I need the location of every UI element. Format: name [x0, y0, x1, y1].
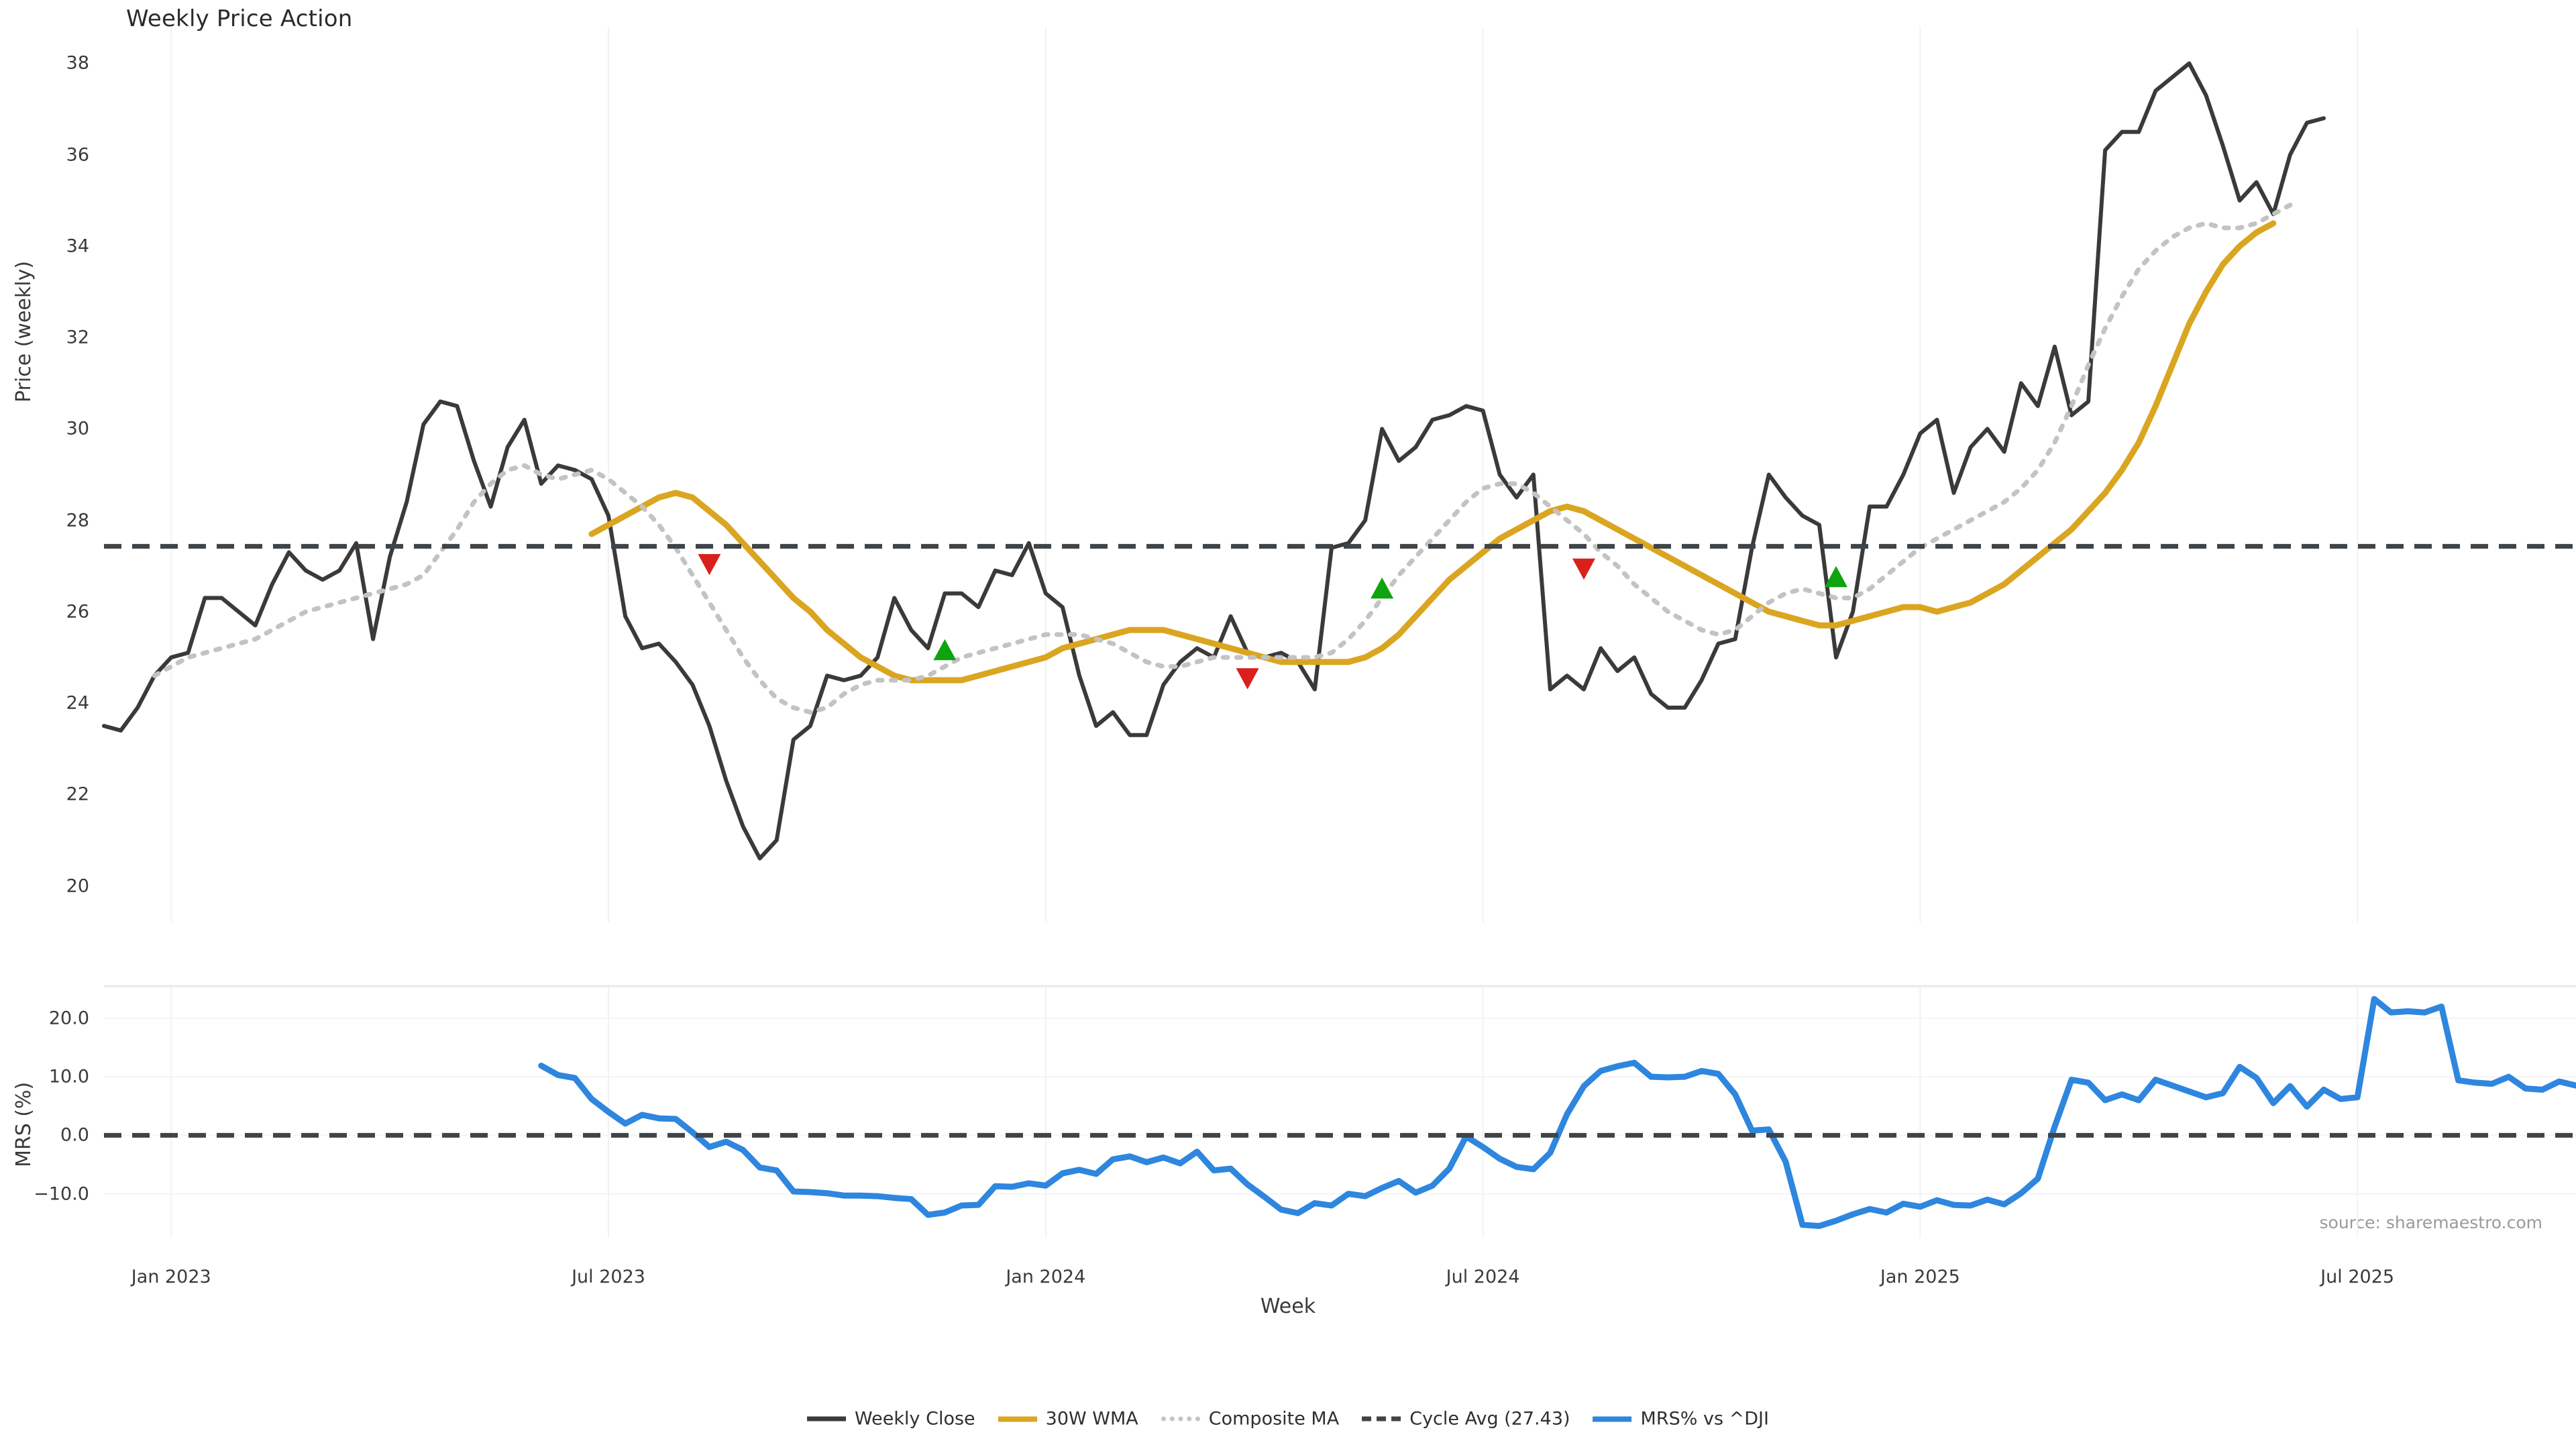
series-line-weekly-close	[102, 61, 2326, 861]
x-axis-label: Week	[1260, 1295, 1316, 1318]
legend-label: Cycle Avg (27.43)	[1409, 1408, 1570, 1430]
legend-item[interactable]: Cycle Avg (27.43)	[1362, 1409, 1570, 1430]
y-tick-label: 22	[66, 784, 89, 805]
y-tick-label: 0.0	[60, 1124, 89, 1146]
y-tick-label: 26	[66, 601, 89, 623]
series-line-composite-ma	[152, 203, 2293, 715]
legend-label: MRS% vs ^DJI	[1640, 1408, 1769, 1430]
sell-marker[interactable]	[1572, 558, 1595, 580]
y-tick-label: 32	[66, 327, 89, 348]
x-tick-label: Jul 2024	[1446, 1267, 1520, 1287]
buy-marker[interactable]	[933, 639, 957, 661]
y-tick-label: 20.0	[48, 1008, 89, 1029]
y-tick-label: −10.0	[34, 1183, 89, 1205]
chart-title: Weekly Price Action	[126, 5, 353, 32]
legend-swatch	[1362, 1416, 1401, 1421]
x-tick-label: Jan 2024	[1006, 1267, 1086, 1287]
legend-item[interactable]: 30W WMA	[998, 1409, 1138, 1430]
y-tick-label: 34	[66, 235, 89, 257]
sell-marker[interactable]	[1236, 668, 1259, 690]
legend-item[interactable]: Composite MA	[1161, 1409, 1339, 1430]
source-attribution: source: sharemaestro.com	[2319, 1213, 2543, 1232]
buy-marker[interactable]	[1371, 577, 1394, 599]
y-tick-label: 28	[66, 510, 89, 531]
y-tick-label: 30	[66, 418, 89, 439]
y-tick-label: 36	[66, 144, 89, 166]
legend-swatch	[807, 1416, 847, 1421]
series-line-mrs-vs-dji	[538, 996, 2576, 1230]
legend-item[interactable]: MRS% vs ^DJI	[1593, 1409, 1769, 1430]
legend-swatch	[998, 1416, 1037, 1421]
legend-label: Weekly Close	[855, 1408, 975, 1430]
y-tick-label: 20	[66, 875, 89, 896]
buy-marker[interactable]	[1825, 566, 1848, 588]
chart-legend: Weekly Close 30W WMA Composite MA Cycle Avg…	[807, 1409, 1769, 1430]
x-tick-label: Jan 2023	[131, 1267, 211, 1287]
legend-label: Composite MA	[1208, 1408, 1340, 1430]
legend-item[interactable]: Weekly Close	[807, 1409, 975, 1430]
legend-swatch	[1161, 1416, 1200, 1421]
y-tick-label: 24	[66, 692, 89, 714]
legend-swatch	[1593, 1416, 1632, 1421]
x-tick-label: Jan 2025	[1880, 1267, 1960, 1287]
y-tick-label: 38	[66, 52, 89, 74]
y-tick-label: 10.0	[48, 1066, 89, 1087]
legend-label: 30W WMA	[1045, 1408, 1138, 1430]
x-tick-label: Jul 2025	[2320, 1267, 2395, 1287]
sell-marker[interactable]	[698, 553, 721, 576]
series-line-30w-wma	[588, 220, 2277, 684]
x-tick-label: Jul 2023	[572, 1267, 645, 1287]
